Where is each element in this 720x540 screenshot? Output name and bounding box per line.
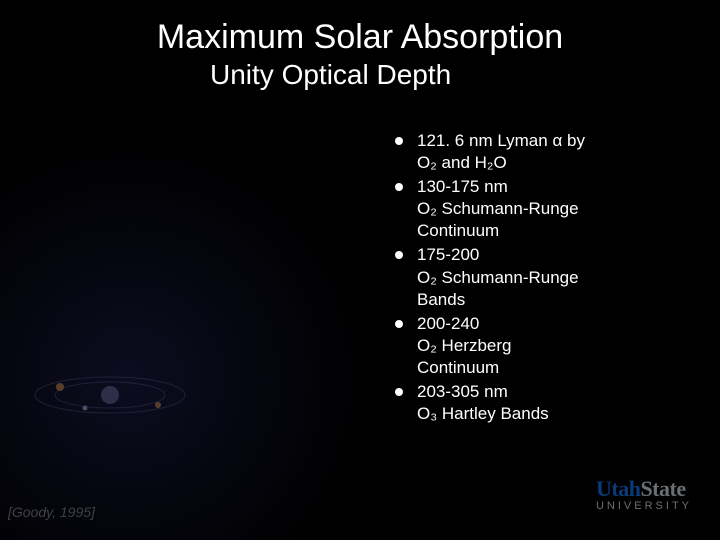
list-item: 130-175 nm O₂ Schumann-Runge Continuum	[395, 176, 695, 242]
slide-title: Maximum Solar Absorption	[0, 0, 720, 57]
bullet-list: 121. 6 nm Lyman α by O₂ and H₂O 130-175 …	[395, 130, 695, 427]
bullet-text: 130-175 nm O₂ Schumann-Runge Continuum	[417, 176, 579, 242]
logo-subtext: UNIVERSITY	[596, 500, 692, 512]
bullet-text: 121. 6 nm Lyman α by O₂ and H₂O	[417, 130, 585, 174]
bullet-icon	[395, 251, 403, 259]
bullet-icon	[395, 388, 403, 396]
orbit-decoration-icon	[30, 345, 190, 445]
list-item: 200-240 O₂ Herzberg Continuum	[395, 313, 695, 379]
bullet-icon	[395, 183, 403, 191]
bullet-text: 175-200 O₂ Schumann-Runge Bands	[417, 244, 579, 310]
slide: Maximum Solar Absorption Unity Optical D…	[0, 0, 720, 540]
logo-name: UtahState	[596, 479, 692, 499]
list-item: 175-200 O₂ Schumann-Runge Bands	[395, 244, 695, 310]
list-item: 203-305 nm O₃ Hartley Bands	[395, 381, 695, 425]
citation: [Goody, 1995]	[8, 504, 95, 520]
bullet-text: 200-240 O₂ Herzberg Continuum	[417, 313, 511, 379]
bullet-text: 203-305 nm O₃ Hartley Bands	[417, 381, 549, 425]
university-logo: UtahState UNIVERSITY	[596, 479, 692, 512]
bullet-icon	[395, 320, 403, 328]
list-item: 121. 6 nm Lyman α by O₂ and H₂O	[395, 130, 695, 174]
slide-subtitle: Unity Optical Depth	[200, 59, 720, 91]
bullet-icon	[395, 137, 403, 145]
